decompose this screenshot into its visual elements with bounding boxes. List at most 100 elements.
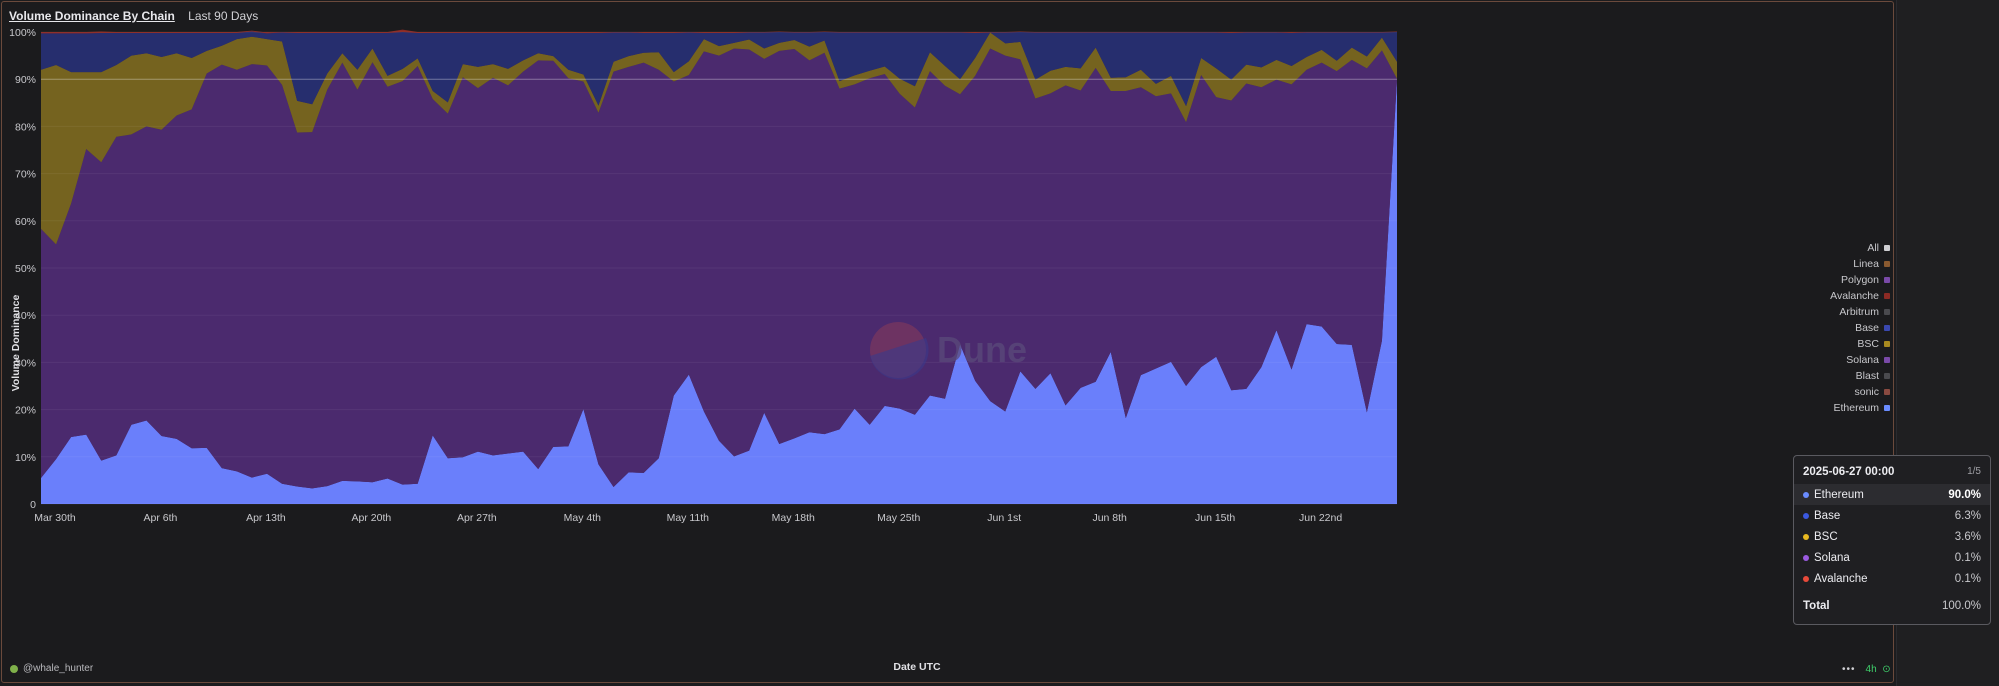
- x-tick-label: Apr 6th: [144, 512, 178, 524]
- legend-item-solana[interactable]: Solana: [1780, 352, 1890, 368]
- x-tick-label: Jun 1st: [987, 512, 1021, 524]
- tooltip-row-avalanche: Avalanche 0.1%: [1794, 568, 1990, 589]
- x-tick-label: Jun 8th: [1092, 512, 1127, 524]
- more-options-icon[interactable]: •••: [1842, 664, 1856, 675]
- legend-label: Arbitrum: [1839, 306, 1879, 318]
- chart-subtitle: Last 90 Days: [188, 9, 259, 23]
- x-tick-label: Jun 15th: [1195, 512, 1235, 524]
- y-tick-label: 80%: [15, 121, 36, 133]
- x-tick-label: Jun 22nd: [1299, 512, 1342, 524]
- tooltip-row-label: Avalanche: [1803, 573, 1868, 585]
- area-ethereum[interactable]: [41, 79, 1397, 504]
- legend-label: Avalanche: [1830, 290, 1879, 302]
- x-tick-label: May 25th: [877, 512, 920, 524]
- tooltip-row-label: BSC: [1803, 531, 1838, 543]
- author-tag[interactable]: @whale_hunter: [10, 663, 93, 674]
- legend-item-all[interactable]: All: [1780, 240, 1890, 256]
- dune-watermark: Dune: [870, 322, 1027, 380]
- x-tick-label: Apr 13th: [246, 512, 286, 524]
- tooltip-row-label: Ethereum: [1803, 489, 1864, 501]
- legend-item-avalanche[interactable]: Avalanche: [1780, 288, 1890, 304]
- legend-item-ethereum[interactable]: Ethereum: [1780, 400, 1890, 416]
- legend-item-blast[interactable]: Blast: [1780, 368, 1890, 384]
- series-dot-icon: [1803, 533, 1809, 540]
- stacked-areas[interactable]: [41, 29, 1397, 505]
- y-axis-title: Volume Dominance: [10, 295, 22, 392]
- tooltip-series-value: 0.1%: [1954, 551, 1981, 564]
- tooltip-row-ethereum: Ethereum 90.0%: [1794, 484, 1990, 505]
- legend-swatch-icon: [1884, 405, 1890, 411]
- chart-title[interactable]: Volume Dominance By Chain: [9, 9, 175, 23]
- legend-item-base[interactable]: Base: [1780, 320, 1890, 336]
- legend-item-linea[interactable]: Linea: [1780, 256, 1890, 272]
- legend-item-arbitrum[interactable]: Arbitrum: [1780, 304, 1890, 320]
- legend-label: Linea: [1853, 258, 1879, 270]
- tooltip-series-value: 90.0%: [1948, 488, 1981, 501]
- tooltip-date: 2025-06-27 00:00: [1803, 466, 1895, 478]
- legend-label: Polygon: [1841, 274, 1879, 286]
- y-tick-label: 70%: [15, 169, 36, 181]
- tooltip-series-name: Avalanche: [1814, 572, 1868, 585]
- y-tick-label: 10%: [15, 452, 36, 464]
- legend-swatch-icon: [1884, 341, 1890, 347]
- tooltip-total-value: 100.0%: [1941, 600, 1981, 612]
- area-base[interactable]: [41, 31, 1397, 107]
- tooltip-row-bsc: BSC 3.6%: [1794, 526, 1990, 547]
- legend-label: Base: [1855, 322, 1879, 334]
- area-bsc[interactable]: [41, 32, 1397, 245]
- series-dot-icon: [1803, 491, 1809, 498]
- author-name: @whale_hunter: [23, 663, 94, 674]
- x-tick-label: Apr 20th: [352, 512, 392, 524]
- y-tick-label: 40%: [15, 310, 36, 322]
- x-tick-label: May 18th: [772, 512, 815, 524]
- tooltip-total-row: Total 100.0%: [1794, 600, 1990, 612]
- dune-logo-swirl-icon: [870, 338, 929, 380]
- refresh-check-icon: ⊙: [1879, 664, 1891, 675]
- x-axis-ticks: Mar 30th Apr 6th Apr 13th Apr 20th Apr 27th M…: [34, 512, 1342, 524]
- tooltip-page-indicator[interactable]: 1/5: [1967, 466, 1981, 477]
- legend-label: Blast: [1855, 370, 1879, 382]
- series-dot-icon: [1803, 512, 1809, 519]
- y-tick-label: 60%: [15, 216, 36, 228]
- x-tick-label: May 11th: [667, 512, 710, 524]
- legend-item-polygon[interactable]: Polygon: [1780, 272, 1890, 288]
- tooltip-row-base: Base 6.3%: [1794, 505, 1990, 526]
- area-avalanche[interactable]: [41, 29, 1397, 34]
- tooltip-total-label: Total: [1803, 600, 1830, 612]
- refresh-interval[interactable]: 4h ⊙: [1866, 664, 1891, 675]
- tooltip-series-name: Ethereum: [1814, 488, 1864, 501]
- tooltip-series-value: 3.6%: [1954, 530, 1981, 543]
- legend-swatch-icon: [1884, 261, 1890, 267]
- legend-label: Solana: [1846, 354, 1879, 366]
- tooltip-series-name: Base: [1814, 509, 1841, 522]
- legend-label: sonic: [1854, 386, 1879, 398]
- tooltip-series-value: 0.1%: [1954, 572, 1981, 585]
- tooltip-series-name: Solana: [1814, 551, 1850, 564]
- chart-legend: All Linea Polygon Avalanche Arbitrum Base BSC S…: [1780, 240, 1890, 416]
- series-dot-icon: [1803, 554, 1809, 561]
- legend-label: All: [1867, 242, 1879, 254]
- legend-item-sonic[interactable]: sonic: [1780, 384, 1890, 400]
- legend-label: BSC: [1857, 338, 1879, 350]
- legend-swatch-icon: [1884, 277, 1890, 283]
- x-tick-label: Apr 27th: [457, 512, 497, 524]
- x-tick-label: May 4th: [564, 512, 602, 524]
- x-tick-label: Mar 30th: [34, 512, 76, 524]
- hover-tooltip: 2025-06-27 00:00 1/5 Ethereum 90.0% Base 6.…: [1793, 455, 1991, 625]
- y-tick-label: 50%: [15, 263, 36, 275]
- legend-swatch-icon: [1884, 373, 1890, 379]
- x-axis-title: Date UTC: [893, 661, 941, 673]
- y-tick-label: 0: [30, 499, 36, 511]
- legend-swatch-icon: [1884, 293, 1890, 299]
- tooltip-row-label: Base: [1803, 510, 1840, 522]
- legend-item-bsc[interactable]: BSC: [1780, 336, 1890, 352]
- tooltip-series-name: BSC: [1814, 530, 1838, 543]
- tooltip-series-value: 6.3%: [1954, 509, 1981, 522]
- y-tick-label: 90%: [15, 74, 36, 86]
- legend-swatch-icon: [1884, 357, 1890, 363]
- user-avatar-icon: [10, 664, 18, 673]
- area-solana[interactable]: [41, 48, 1397, 489]
- chart-header: Volume Dominance By Chain Last 90 Days: [9, 9, 258, 23]
- tooltip-row-solana: Solana 0.1%: [1794, 547, 1990, 568]
